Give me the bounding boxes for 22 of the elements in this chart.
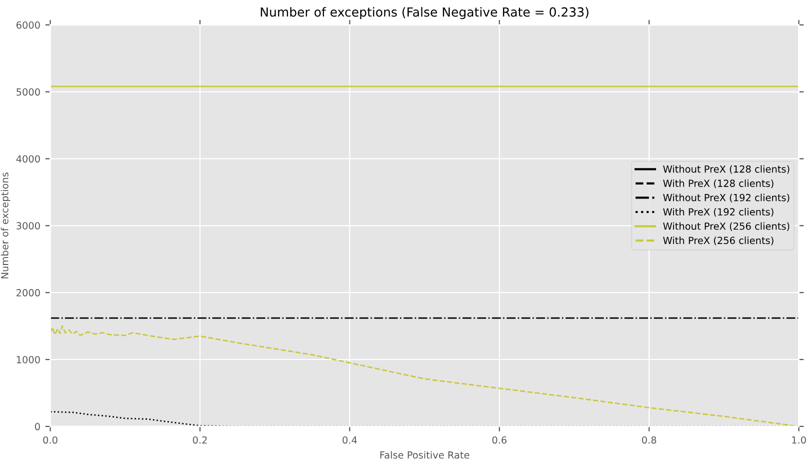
- legend-label: With PreX (192 clients): [663, 208, 774, 217]
- legend-label: Without PreX (128 clients): [663, 165, 790, 174]
- legend-label: With PreX (256 clients): [663, 236, 774, 246]
- legend-label: Without PreX (256 clients): [663, 222, 790, 231]
- legend-label: Without PreX (192 clients): [663, 194, 790, 202]
- x-axis-title: False Positive Rate: [380, 451, 470, 459]
- y-tick-label: 4000: [16, 155, 40, 163]
- y-axis-title: Number of exceptions: [0, 172, 10, 278]
- x-tick-label: 0.6: [492, 436, 507, 444]
- y-tick-label: 6000: [16, 21, 40, 29]
- x-tick-label: 0.2: [192, 436, 207, 444]
- x-tick-label: 0.4: [342, 436, 357, 444]
- legend-label: With PreX (128 clients): [663, 179, 774, 188]
- chart-title: Number of exceptions (False Negative Rate = 0.233): [260, 7, 588, 20]
- y-tick-label: 1000: [16, 356, 40, 364]
- y-tick-label: 3000: [16, 222, 40, 230]
- y-tick-label: 0: [35, 422, 40, 430]
- y-tick-label: 2000: [16, 289, 40, 296]
- x-tick-label: 0.0: [43, 436, 58, 444]
- x-tick-label: 0.8: [642, 436, 656, 444]
- x-tick-label: 1.0: [792, 436, 806, 444]
- y-tick-label: 5000: [16, 88, 40, 96]
